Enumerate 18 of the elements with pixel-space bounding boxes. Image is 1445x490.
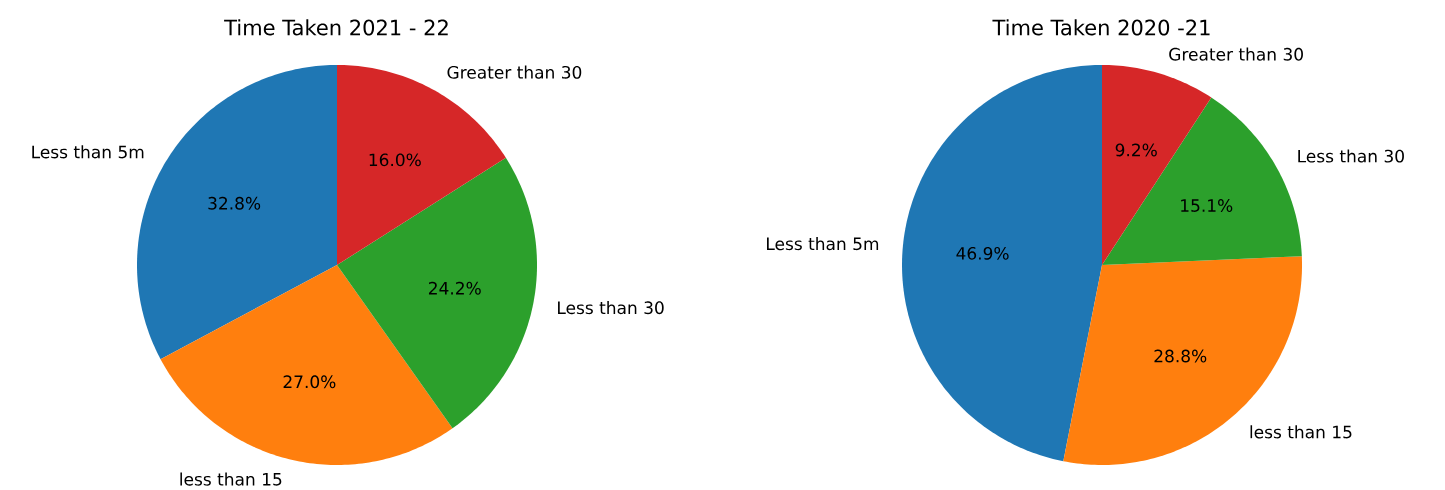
slice-label: Greater than 30 <box>447 65 582 79</box>
data-label: 32.8% <box>208 196 261 210</box>
data-label: 9.2% <box>1115 143 1157 157</box>
data-label: 27.0% <box>283 375 336 389</box>
data-label: 15.1% <box>1181 199 1233 212</box>
data-label: 24.2% <box>428 281 481 295</box>
slice-label: Less than 30 <box>558 300 664 315</box>
slice-label: Less than 30 <box>1298 149 1404 163</box>
chart-title: Time Taken 2021 - 22 <box>224 19 448 36</box>
chart-title: Time Taken 2020 -21 <box>992 19 1210 36</box>
slice-label: Greater than 30 <box>1169 47 1303 61</box>
data-label: 16.0% <box>369 153 421 167</box>
data-label: 46.9% <box>956 246 1009 260</box>
slice-label: less than 15 <box>1250 425 1352 439</box>
slice-label: less than 15 <box>180 472 282 486</box>
slice-label: Less than 5m <box>32 145 144 159</box>
data-label: 28.8% <box>1154 349 1207 363</box>
slice-label: Less than 5m <box>767 237 879 251</box>
